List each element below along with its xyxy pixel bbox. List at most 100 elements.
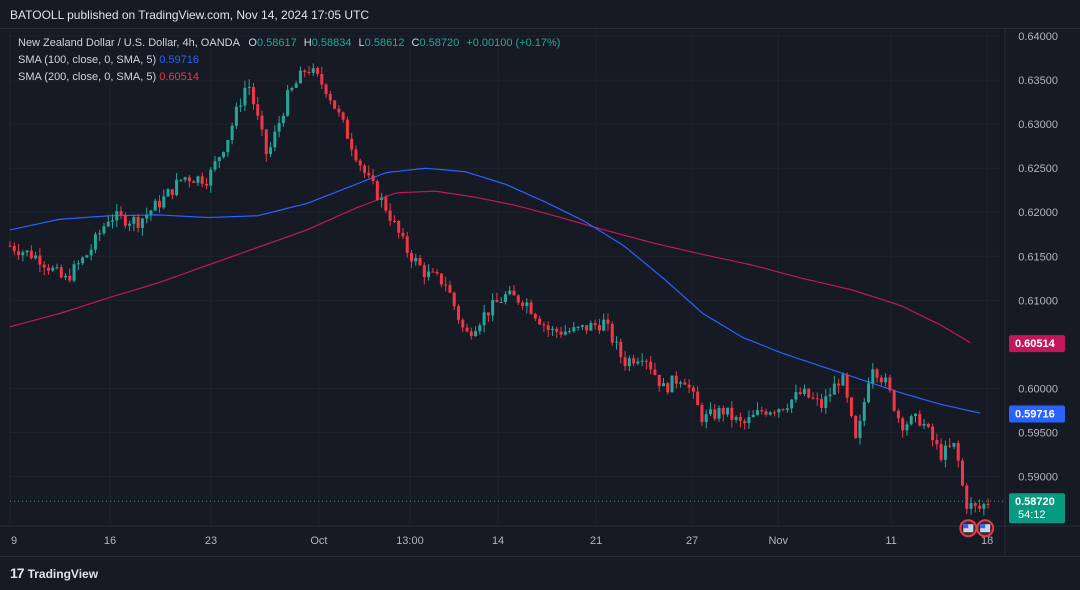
candle-body: [674, 375, 678, 384]
candle-body: [760, 410, 764, 412]
candle-body: [456, 306, 460, 320]
candle-body: [606, 319, 610, 324]
candle-body: [102, 226, 106, 234]
candle-body: [657, 374, 661, 387]
candle-body: [478, 325, 482, 332]
candle-body: [132, 216, 136, 224]
time-axis: 9 16 23 Oct 13:00 14 21 27 Nov 11 18: [11, 535, 993, 547]
price-tick-label: 0.59000: [1018, 472, 1058, 484]
candle-body: [98, 233, 102, 235]
candle-body: [375, 181, 379, 200]
candle-body: [670, 375, 674, 393]
candle-body: [495, 299, 499, 303]
candle-body: [926, 423, 930, 427]
candle-body: [384, 197, 388, 211]
candle-body: [115, 211, 119, 221]
candle-body: [636, 361, 640, 364]
candle-body: [751, 414, 755, 418]
time-tick-label: Oct: [310, 535, 327, 547]
price-chart[interactable]: 0.64000 0.63500 0.63000 0.62500 0.62000 0.615…: [0, 0, 1080, 556]
candle-body: [422, 265, 426, 278]
time-tick-label: 13:00: [396, 535, 424, 547]
candle-body: [978, 505, 982, 509]
candle-body: [802, 388, 806, 395]
close-label: C: [411, 37, 420, 49]
candle-body: [597, 325, 601, 331]
candle-body: [341, 112, 345, 120]
candle-body: [128, 223, 132, 226]
candle-body: [8, 245, 12, 247]
candle-body: [683, 382, 687, 385]
sma200-legend-row[interactable]: SMA (200, close, 0, SMA, 5) 0.60514: [18, 69, 560, 86]
candle-body: [397, 220, 401, 233]
sma200-line: [9, 190, 971, 344]
candle-body: [969, 503, 973, 509]
price-tick-label: 0.63500: [1018, 75, 1058, 87]
sma100-line: [9, 167, 981, 414]
candle-body: [38, 255, 42, 265]
candle-body: [452, 292, 456, 307]
time-tick-label: 14: [492, 535, 504, 547]
candle-body: [247, 86, 251, 88]
candle-body: [55, 267, 59, 269]
candle-body: [431, 271, 435, 273]
time-tick-label: 11: [885, 535, 896, 547]
candle-body: [427, 271, 431, 278]
candle-body: [358, 160, 362, 166]
candle-body: [491, 299, 495, 316]
candle-body: [123, 214, 127, 226]
candles-layer: [8, 63, 990, 516]
candle-body: [354, 149, 358, 161]
sma100-line-layer: [9, 167, 981, 414]
candle-body: [157, 200, 161, 208]
candle-body: [533, 313, 537, 319]
candle-body: [939, 444, 943, 460]
candle-body: [914, 413, 918, 417]
candle-body: [542, 324, 546, 326]
candle-body: [798, 392, 802, 395]
candle-body: [316, 68, 320, 74]
candle-body: [474, 331, 478, 337]
sma200-price-tag: 0.60514: [1015, 338, 1056, 350]
low-label: L: [358, 37, 365, 49]
time-tick-label: Nov: [768, 535, 788, 547]
candle-body: [25, 250, 29, 253]
candle-body: [777, 409, 781, 413]
candle-body: [34, 255, 38, 259]
candle-body: [828, 394, 832, 397]
candle-body: [290, 87, 294, 91]
candle-body: [106, 221, 110, 227]
candle-body: [89, 249, 93, 256]
candle-body: [337, 108, 341, 113]
tradingview-logo[interactable]: 17 TradingView: [10, 565, 98, 581]
chart-frame[interactable]: [0, 28, 1080, 556]
candle-body: [896, 410, 900, 419]
candle-body: [68, 275, 72, 281]
candle-body: [162, 196, 166, 208]
candle-body: [580, 325, 584, 327]
candle-body: [743, 420, 747, 424]
candle-body: [448, 285, 452, 293]
price-tick-label: 0.64000: [1018, 31, 1058, 43]
sma100-value: 0.59716: [159, 54, 199, 66]
sma100-legend-row[interactable]: SMA (100, close, 0, SMA, 5) 0.59716: [18, 52, 560, 69]
candle-body: [277, 123, 281, 132]
candle-body: [345, 119, 349, 139]
candle-body: [213, 161, 217, 170]
symbol-legend-row[interactable]: New Zealand Dollar / U.S. Dollar, 4h, OA…: [18, 35, 560, 52]
candle-body: [64, 275, 68, 278]
candle-body: [179, 179, 183, 181]
high-value: 0.58834: [311, 37, 352, 49]
candle-body: [59, 267, 63, 278]
candle-body: [952, 443, 956, 447]
candle-body: [175, 179, 179, 196]
candle-body: [960, 460, 964, 486]
candle-body: [264, 129, 268, 155]
candle-body: [204, 183, 208, 186]
candle-body: [166, 189, 170, 197]
candle-body: [251, 86, 255, 105]
candle-body: [239, 105, 243, 107]
candle-body: [29, 250, 33, 259]
candle-body: [46, 267, 50, 271]
candle-body: [948, 445, 952, 447]
